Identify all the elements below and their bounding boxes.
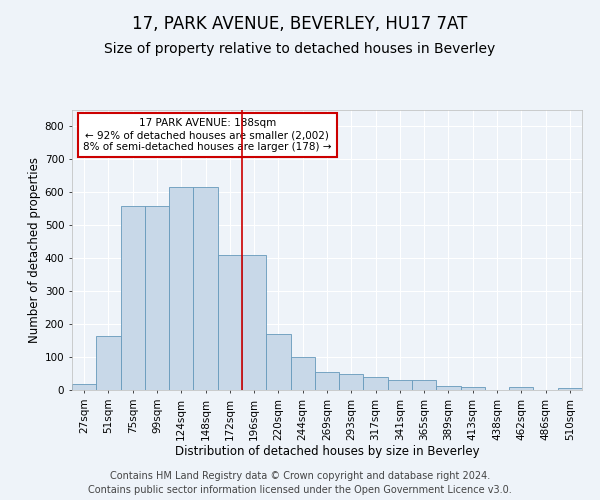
Bar xyxy=(339,374,364,390)
Bar xyxy=(364,377,388,390)
Bar xyxy=(169,188,193,390)
Bar xyxy=(461,386,485,390)
Bar xyxy=(242,255,266,390)
Text: Size of property relative to detached houses in Beverley: Size of property relative to detached ho… xyxy=(104,42,496,56)
Bar xyxy=(72,384,96,390)
Bar xyxy=(509,388,533,390)
Bar xyxy=(121,206,145,390)
Bar xyxy=(145,206,169,390)
Bar xyxy=(436,386,461,390)
Bar xyxy=(218,255,242,390)
Bar xyxy=(558,388,582,390)
Bar xyxy=(193,188,218,390)
Y-axis label: Number of detached properties: Number of detached properties xyxy=(28,157,41,343)
Bar xyxy=(412,380,436,390)
Text: 17, PARK AVENUE, BEVERLEY, HU17 7AT: 17, PARK AVENUE, BEVERLEY, HU17 7AT xyxy=(133,15,467,33)
Bar xyxy=(388,380,412,390)
X-axis label: Distribution of detached houses by size in Beverley: Distribution of detached houses by size … xyxy=(175,446,479,458)
Bar xyxy=(96,336,121,390)
Text: 17 PARK AVENUE: 188sqm
← 92% of detached houses are smaller (2,002)
8% of semi-d: 17 PARK AVENUE: 188sqm ← 92% of detached… xyxy=(83,118,331,152)
Text: Contains HM Land Registry data © Crown copyright and database right 2024.
Contai: Contains HM Land Registry data © Crown c… xyxy=(88,471,512,495)
Bar xyxy=(315,372,339,390)
Bar xyxy=(266,334,290,390)
Bar xyxy=(290,357,315,390)
